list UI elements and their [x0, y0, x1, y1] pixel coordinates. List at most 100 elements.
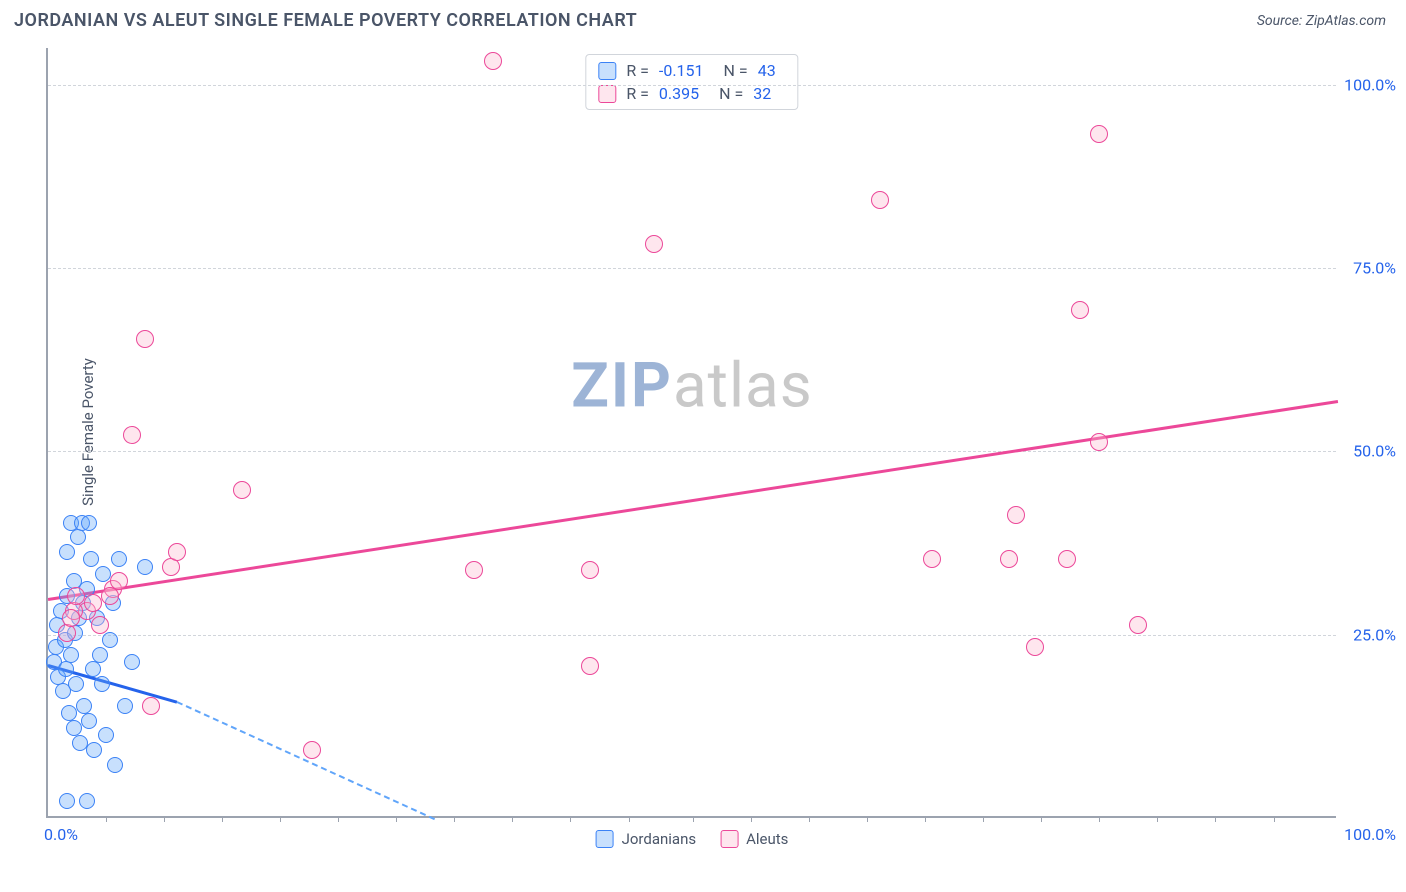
data-point [101, 587, 119, 605]
legend-item: Aleuts [720, 830, 788, 848]
x-tick [512, 816, 513, 822]
data-point [70, 529, 86, 545]
trend-line [48, 400, 1338, 600]
data-point [465, 561, 483, 579]
x-tick-label-min: 0.0% [44, 825, 78, 844]
data-point [92, 647, 108, 663]
legend-swatch [720, 830, 738, 848]
stats-row: R = -0.151 N = 43 [598, 59, 785, 82]
chart-title: JORDANIAN VS ALEUT SINGLE FEMALE POVERTY… [14, 10, 637, 31]
data-point [81, 515, 97, 531]
data-point [168, 543, 186, 561]
stats-swatch [598, 85, 616, 103]
stat-r-label: R = [626, 84, 649, 103]
grid-line [48, 85, 1336, 86]
data-point [86, 742, 102, 758]
data-point [137, 559, 153, 575]
data-point [68, 676, 84, 692]
data-point [67, 587, 85, 605]
data-point [63, 647, 79, 663]
data-point [233, 481, 251, 499]
stat-n-value: 32 [753, 84, 771, 103]
data-point [645, 235, 663, 253]
data-point [1071, 301, 1089, 319]
x-tick [629, 816, 630, 822]
data-point [98, 727, 114, 743]
stat-r-value: -0.151 [659, 61, 704, 80]
stat-n-label: N = [719, 84, 743, 103]
data-point [484, 52, 502, 70]
legend-item: Jordanians [596, 830, 697, 848]
data-point [91, 616, 109, 634]
x-tick [1041, 816, 1042, 822]
x-tick [454, 816, 455, 822]
data-point [1090, 433, 1108, 451]
x-tick-label-max: 100.0% [1344, 825, 1396, 844]
plot-area: ZIPatlas Single Female Poverty R = -0.151… [46, 48, 1336, 818]
legend-label: Aleuts [746, 830, 788, 848]
grid-line [48, 268, 1336, 269]
data-point [59, 793, 75, 809]
y-tick-label: 100.0% [1344, 75, 1396, 94]
data-point [1090, 125, 1108, 143]
data-point [1026, 638, 1044, 656]
y-axis-label: Single Female Poverty [79, 358, 97, 506]
y-tick-label: 25.0% [1353, 625, 1396, 644]
x-tick [222, 816, 223, 822]
x-tick [983, 816, 984, 822]
data-point [62, 609, 80, 627]
watermark: ZIPatlas [571, 349, 813, 422]
data-point [107, 757, 123, 773]
data-point [81, 713, 97, 729]
watermark-zip: ZIP [571, 349, 673, 422]
legend-swatch [596, 830, 614, 848]
x-tick [280, 816, 281, 822]
stat-r-label: R = [626, 61, 649, 80]
data-point [142, 697, 160, 715]
data-point [581, 657, 599, 675]
x-tick [751, 816, 752, 822]
data-point [83, 551, 99, 567]
x-tick [164, 816, 165, 822]
stat-r-value: 0.395 [659, 84, 699, 103]
data-point [61, 705, 77, 721]
y-tick-label: 75.0% [1353, 259, 1396, 278]
data-point [1058, 550, 1076, 568]
data-point [123, 426, 141, 444]
data-point [76, 698, 92, 714]
data-point [1007, 506, 1025, 524]
stats-legend-box: R = -0.151 N = 43 R = 0.395 N = 32 [585, 54, 798, 110]
stats-swatch [598, 62, 616, 80]
data-point [581, 561, 599, 579]
legend-label: Jordanians [622, 830, 697, 848]
source-attribution: Source: ZipAtlas.com [1257, 13, 1386, 29]
grid-line [48, 451, 1336, 452]
data-point [85, 661, 101, 677]
y-tick-label: 50.0% [1353, 442, 1396, 461]
data-point [923, 550, 941, 568]
data-point [303, 741, 321, 759]
stat-n-label: N = [724, 61, 748, 80]
x-tick [570, 816, 571, 822]
data-point [102, 632, 118, 648]
data-point [94, 676, 110, 692]
trend-line-extrapolated [177, 701, 436, 820]
x-tick [1099, 816, 1100, 822]
data-point [84, 594, 102, 612]
x-tick [693, 816, 694, 822]
header: JORDANIAN VS ALEUT SINGLE FEMALE POVERTY… [0, 0, 1406, 37]
data-point [117, 698, 133, 714]
x-tick [106, 816, 107, 822]
x-tick [1215, 816, 1216, 822]
data-point [58, 661, 74, 677]
data-point [124, 654, 140, 670]
data-point [871, 191, 889, 209]
data-point [59, 544, 75, 560]
x-tick [1274, 816, 1275, 822]
x-tick [925, 816, 926, 822]
watermark-atlas: atlas [673, 349, 813, 422]
x-tick [338, 816, 339, 822]
data-point [1000, 550, 1018, 568]
data-point [66, 720, 82, 736]
stat-n-value: 43 [758, 61, 776, 80]
